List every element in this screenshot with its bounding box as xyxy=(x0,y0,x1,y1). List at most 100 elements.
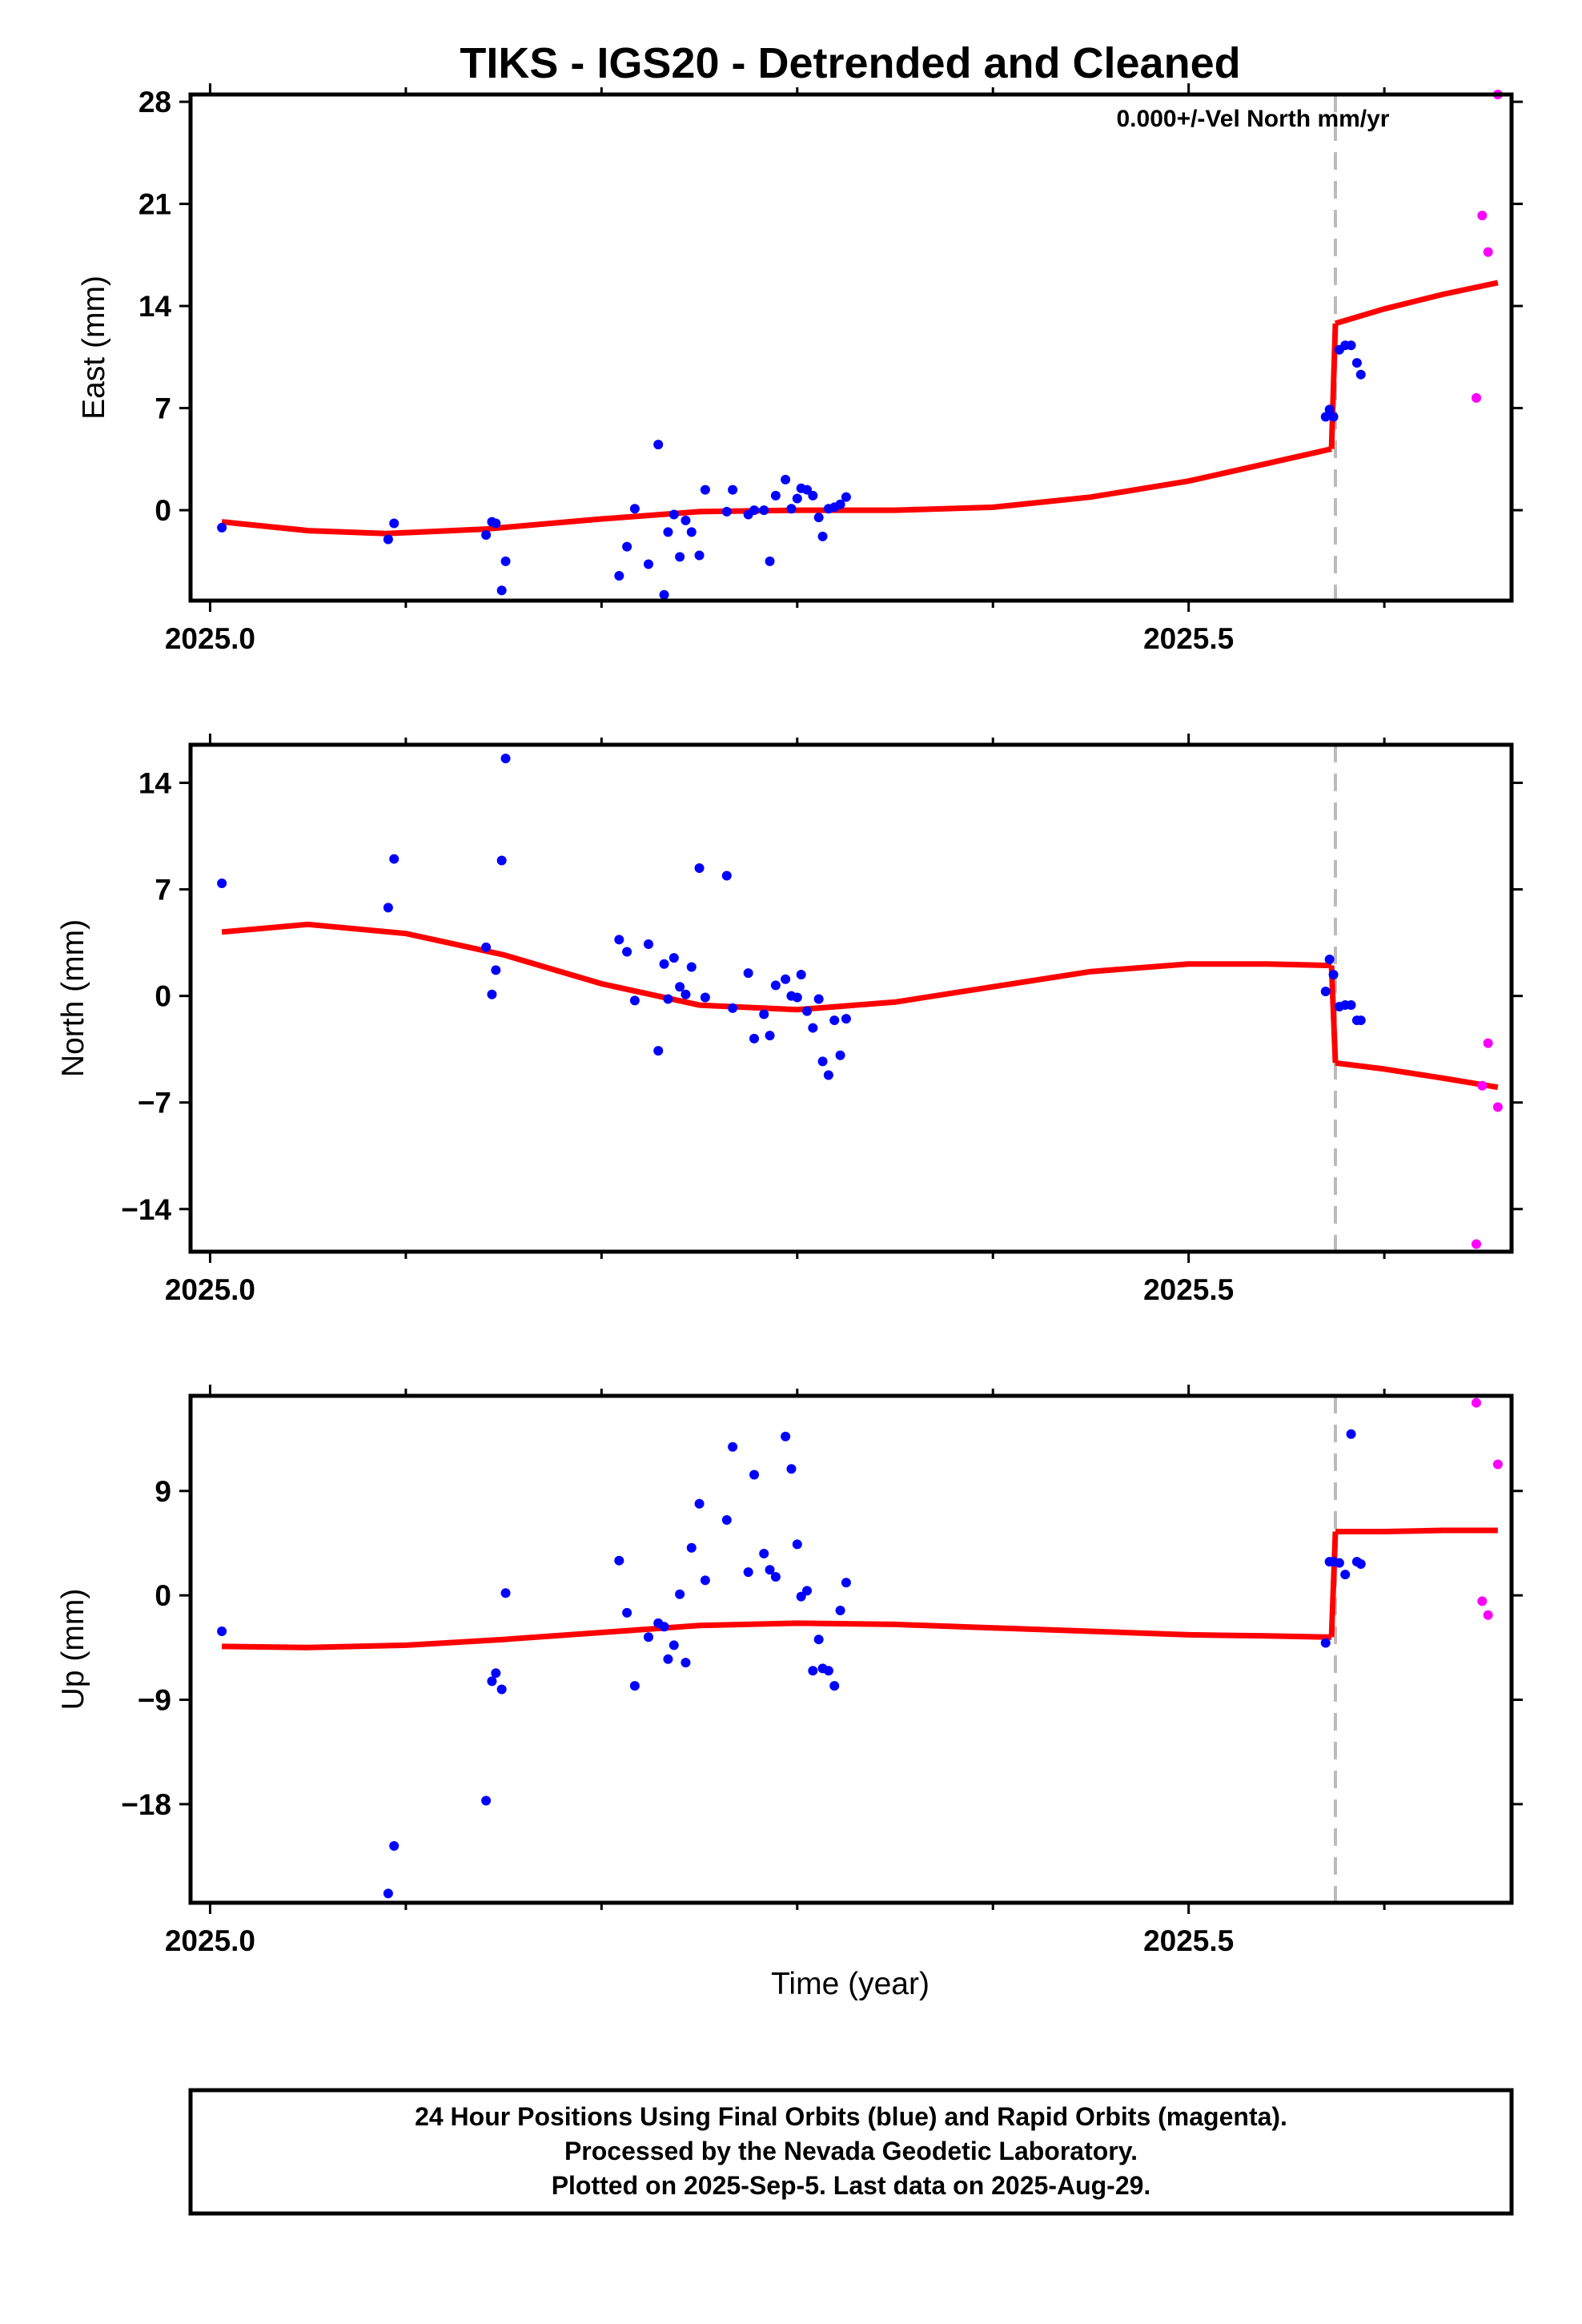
final-orbit-point xyxy=(1324,404,1335,415)
final-orbit-point xyxy=(759,1009,769,1019)
final-orbit-point xyxy=(1328,970,1339,980)
final-orbit-point xyxy=(686,527,697,537)
final-orbit-point xyxy=(491,965,501,975)
final-orbit-point xyxy=(629,995,640,1006)
up-panel: −18 −9 0 9 2025.0 2025.5 Up (mm) xyxy=(56,1385,1523,1957)
final-orbit-point xyxy=(728,1441,738,1452)
final-orbit-point xyxy=(217,878,227,888)
final-orbit-point xyxy=(765,556,775,566)
final-orbit-point xyxy=(500,556,511,566)
final-orbit-point xyxy=(622,947,632,957)
y-tick-label: 28 xyxy=(139,86,171,119)
final-orbit-point xyxy=(496,855,507,866)
model-curve-segment xyxy=(1335,1527,1498,1534)
final-orbit-point xyxy=(829,1681,840,1691)
final-orbit-point xyxy=(802,1006,812,1016)
y-tick-label: 9 xyxy=(155,1475,171,1508)
final-orbit-point xyxy=(681,1658,691,1668)
final-orbit-point xyxy=(217,1626,227,1637)
x-tick-label: 2025.0 xyxy=(165,622,255,655)
rapid-orbit-point xyxy=(1483,247,1493,257)
final-orbit-point xyxy=(721,506,732,517)
y-tick-label: −7 xyxy=(138,1087,171,1120)
final-orbit-point xyxy=(786,1464,797,1474)
final-orbit-point xyxy=(813,994,824,1004)
x-tick-label: 2025.5 xyxy=(1143,622,1234,655)
final-orbit-point xyxy=(700,1575,710,1586)
final-orbit-point xyxy=(389,854,400,864)
final-orbit-point xyxy=(629,504,640,514)
y-tick-label: 14 xyxy=(139,290,172,323)
final-orbit-point xyxy=(663,527,673,537)
final-orbit-point xyxy=(765,1031,775,1041)
final-orbit-point xyxy=(749,1470,759,1480)
final-orbit-point xyxy=(770,1571,781,1582)
final-orbit-point xyxy=(835,1605,845,1615)
final-orbit-point xyxy=(653,1046,664,1056)
plot-frame xyxy=(188,1393,1514,1905)
x-tick-label: 2025.0 xyxy=(165,1924,255,1957)
final-orbit-point xyxy=(681,515,691,525)
model-offset-jump xyxy=(1328,965,1339,1063)
y-axis-label: East (mm) xyxy=(77,275,111,420)
final-orbit-point xyxy=(614,1555,624,1566)
final-orbit-point xyxy=(749,505,759,516)
rapid-orbit-point xyxy=(1483,1038,1493,1048)
final-orbit-point xyxy=(835,499,845,509)
north-panel: −14 −7 0 7 14 2025.0 2025.5 North (mm) xyxy=(56,734,1523,1306)
final-orbit-point xyxy=(659,959,669,969)
final-orbit-point xyxy=(1355,369,1366,380)
y-tick-label: 0 xyxy=(155,980,171,1013)
final-orbit-point xyxy=(835,1050,845,1060)
final-orbit-point xyxy=(644,1632,653,1642)
final-orbit-point xyxy=(1324,955,1335,965)
rapid-orbit-point xyxy=(1472,1239,1481,1249)
y-tick-label: −18 xyxy=(121,1788,171,1821)
chart-title: TIKS - IGS20 - Detrended and Cleaned xyxy=(460,39,1240,87)
final-orbit-point xyxy=(1355,1015,1366,1026)
y-tick-label: 7 xyxy=(155,874,171,907)
final-orbit-point xyxy=(759,1548,769,1558)
final-orbit-point xyxy=(802,1586,812,1596)
final-orbit-point xyxy=(614,571,624,581)
final-orbit-point xyxy=(700,485,710,495)
rapid-orbit-point xyxy=(1472,392,1481,403)
final-orbit-point xyxy=(1320,986,1331,996)
plot-frame xyxy=(188,92,1514,603)
final-orbit-point xyxy=(841,1014,851,1024)
final-orbit-point xyxy=(759,505,769,516)
final-orbit-point xyxy=(217,522,227,533)
final-orbit-point xyxy=(829,1015,840,1026)
final-orbit-point xyxy=(770,980,781,991)
footer-border xyxy=(188,2088,1514,2216)
final-orbit-point xyxy=(694,862,705,873)
final-orbit-point xyxy=(786,504,797,514)
final-orbit-point xyxy=(743,968,753,979)
final-orbit-point xyxy=(781,1431,791,1441)
final-orbit-point xyxy=(1340,1570,1351,1580)
final-orbit-point xyxy=(743,1567,753,1578)
final-orbit-point xyxy=(659,589,669,600)
final-orbit-point xyxy=(694,1498,705,1509)
final-orbit-point xyxy=(669,1640,679,1651)
final-orbit-point xyxy=(770,490,781,501)
rapid-orbit-point xyxy=(1492,1102,1503,1112)
final-orbit-point xyxy=(383,903,393,913)
final-orbit-point xyxy=(823,1070,833,1080)
rapid-orbit-point xyxy=(1477,1080,1488,1091)
final-orbit-point xyxy=(1320,412,1331,422)
final-orbit-point xyxy=(659,1622,669,1632)
final-orbit-point xyxy=(669,509,679,520)
model-curve-segment xyxy=(221,446,1332,537)
model-curve-segment xyxy=(221,921,1332,1013)
final-orbit-point xyxy=(487,1676,497,1687)
final-orbit-point xyxy=(500,1588,511,1598)
final-orbit-point xyxy=(823,1666,833,1676)
final-orbit-point xyxy=(749,1033,759,1043)
x-tick-label: 2025.5 xyxy=(1143,1924,1234,1957)
final-orbit-point xyxy=(817,531,828,541)
final-orbit-point xyxy=(622,1607,632,1618)
final-orbit-point xyxy=(808,490,818,501)
final-orbit-point xyxy=(629,1681,640,1691)
